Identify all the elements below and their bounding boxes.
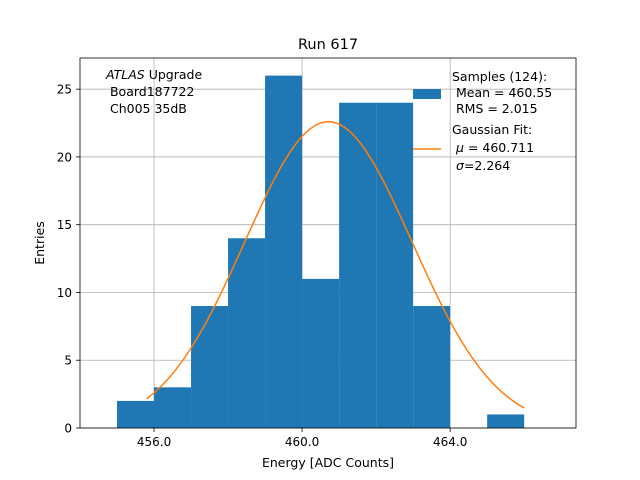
y-tick-label: 0 xyxy=(64,422,72,436)
annotation-board: Board187722 xyxy=(106,84,194,99)
histogram-bar xyxy=(154,387,192,428)
histogram-bar xyxy=(487,414,525,428)
y-axis-ticks: 0 5 10 15 20 25 xyxy=(57,83,80,436)
legend-samples-patch xyxy=(413,89,441,99)
histogram-bar xyxy=(265,75,303,428)
x-tick-label: 456.0 xyxy=(137,435,171,449)
run-annotation: ATLAS Upgrade Board187722 Ch005 35dB xyxy=(105,67,202,116)
histogram-bar xyxy=(191,306,229,428)
legend-mu-value: = 460.711 xyxy=(464,140,534,155)
upgrade-label: Upgrade xyxy=(145,67,203,82)
annotation-channel: Ch005 35dB xyxy=(106,101,187,116)
annotation-line-1: ATLAS Upgrade xyxy=(105,67,202,82)
y-tick-label: 20 xyxy=(57,150,72,164)
y-tick-label: 25 xyxy=(57,83,72,97)
y-axis-label: Entries xyxy=(32,221,47,265)
x-axis-ticks: 456.0 460.0 464.0 xyxy=(137,428,467,449)
legend-fit-sigma: σ=2.264 xyxy=(456,158,510,173)
x-axis-label: Energy [ADC Counts] xyxy=(262,455,394,470)
legend-fit-mu: μ = 460.711 xyxy=(455,140,534,155)
legend-samples-rms: RMS = 2.015 xyxy=(452,101,538,116)
y-tick-label: 15 xyxy=(57,218,72,232)
gaussian-fit-curve xyxy=(146,120,525,409)
legend-samples-title: Samples (124): xyxy=(452,69,547,84)
x-tick-label: 460.0 xyxy=(285,435,319,449)
legend-mu-symbol: μ xyxy=(455,140,464,155)
histogram-bars xyxy=(117,75,525,428)
histogram-bar xyxy=(302,278,340,428)
y-tick-label: 5 xyxy=(64,354,72,368)
legend-sigma-value: =2.264 xyxy=(464,158,510,173)
plot-frame xyxy=(79,57,577,429)
y-tick-label: 10 xyxy=(57,286,72,300)
histogram-bar xyxy=(117,400,155,428)
atlas-label: ATLAS xyxy=(105,67,145,82)
chart-title: Run 617 xyxy=(298,37,358,53)
histogram-bar xyxy=(413,306,451,428)
legend-fit-title: Gaussian Fit: xyxy=(452,122,532,137)
legend: Samples (124): Mean = 460.55 RMS = 2.015… xyxy=(413,69,552,173)
histogram-bar xyxy=(339,102,377,428)
histogram-bar xyxy=(228,238,266,428)
legend-samples-mean: Mean = 460.55 xyxy=(452,85,552,100)
legend-sigma-symbol: σ xyxy=(456,158,465,173)
x-tick-label: 464.0 xyxy=(433,435,467,449)
histogram-bar xyxy=(376,102,414,428)
